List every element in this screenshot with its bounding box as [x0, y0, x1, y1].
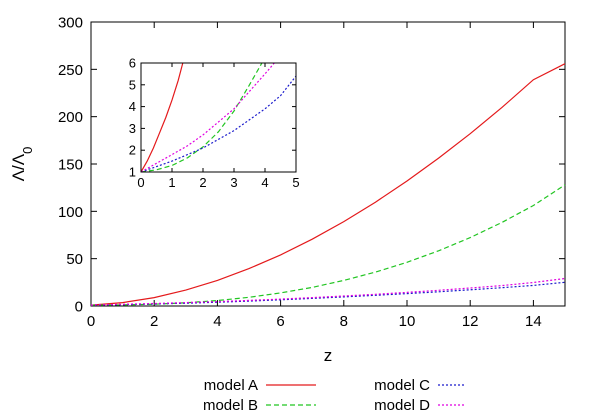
main-y-tick-label: 300 — [58, 15, 83, 32]
inset-y-tick-label: 4 — [129, 99, 136, 114]
inset-plot-frame — [140, 62, 297, 173]
inset-x-tick-label: 2 — [199, 175, 206, 190]
inset-series-model-b — [141, 63, 263, 172]
legend-label-model-d: model D — [374, 397, 430, 414]
inset-y-tick-label: 3 — [129, 121, 136, 136]
main-y-tick-label: 100 — [58, 204, 83, 221]
inset-y-tick-label: 5 — [129, 77, 136, 92]
inset-series-model-c — [141, 75, 296, 172]
legend-label-model-c: model C — [374, 377, 430, 394]
main-series-model-c — [90, 281, 566, 306]
legend-label-model-a: model A — [204, 377, 258, 394]
main-series-model-a — [90, 63, 566, 306]
main-x-tick-label: 0 — [87, 313, 95, 330]
inset-y-tick-label: 6 — [129, 56, 136, 71]
main-y-tick-label: 150 — [58, 157, 83, 174]
inset-y-tick-label: 1 — [129, 165, 136, 180]
main-y-tick-label: 250 — [58, 62, 83, 79]
inset-x-tick-label: 4 — [261, 175, 268, 190]
main-x-tick-label: 4 — [213, 313, 221, 330]
main-x-tick-label: 10 — [399, 313, 416, 330]
inset-x-tick-label: 5 — [292, 175, 299, 190]
inset-x-tick-label: 1 — [168, 175, 175, 190]
inset-plot-background — [141, 63, 296, 172]
svg-text:Λ/Λ0: Λ/Λ0 — [9, 147, 35, 182]
main-y-tick-label: 200 — [58, 109, 83, 126]
x-axis-label: z — [324, 346, 333, 365]
main-x-tick-label: 12 — [462, 313, 479, 330]
inset-series-lines — [141, 63, 296, 172]
main-x-tick-label: 8 — [340, 313, 348, 330]
main-y-tick-label: 0 — [75, 299, 83, 316]
main-x-tick-label: 2 — [150, 313, 158, 330]
inset-y-tick-label: 2 — [129, 143, 136, 158]
main-series-model-d — [90, 277, 566, 306]
main-y-tick-label: 50 — [66, 251, 83, 268]
main-x-tick-label: 6 — [276, 313, 284, 330]
legend-label-model-b: model B — [203, 397, 258, 414]
inset-x-tick-label: 0 — [137, 175, 144, 190]
inset-x-tick-label: 3 — [230, 175, 237, 190]
main-series-lines — [90, 63, 566, 306]
legend: model A model B model C model D — [203, 377, 466, 414]
main-x-tick-label: 14 — [525, 313, 542, 330]
y-axis-label: Λ/Λ0 — [9, 147, 35, 182]
main-series-model-b — [90, 184, 566, 306]
inset-series-model-a — [141, 63, 184, 172]
